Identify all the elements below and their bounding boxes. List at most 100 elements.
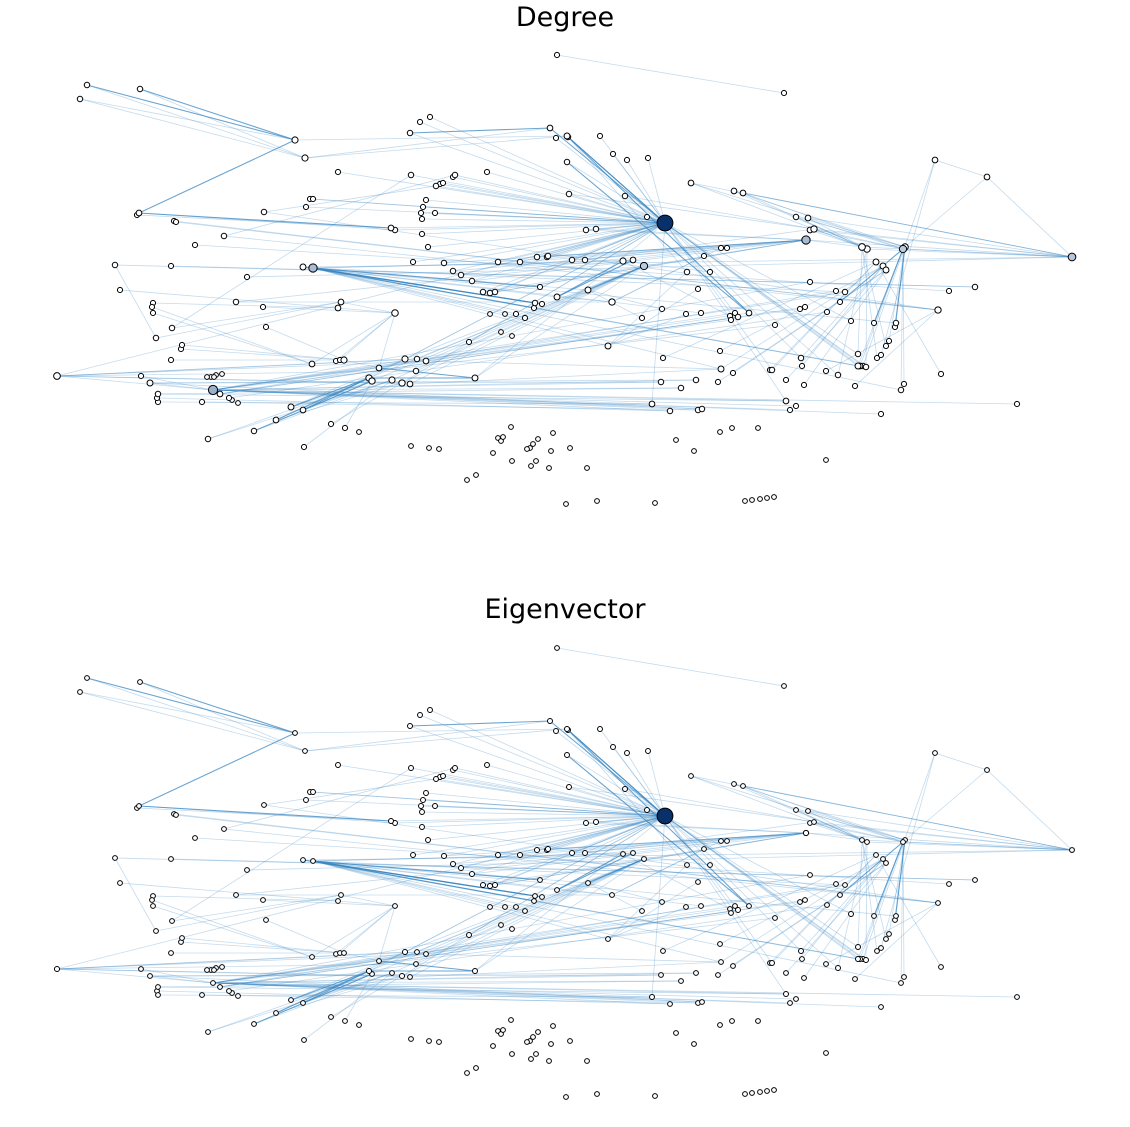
degree-node [198,398,206,406]
degree-edge [497,222,666,263]
degree-node [533,458,539,464]
eigenvector-edge [265,919,345,954]
eigenvector-edge [664,815,739,911]
degree-node [596,132,604,140]
eigenvector-node [848,911,854,917]
eigenvector-edge [212,982,787,995]
eigenvector-node [508,1017,514,1023]
degree-edge [337,307,396,314]
eigenvector-edge [536,832,807,851]
degree-edge [486,171,666,224]
degree-edge [857,248,904,367]
eigenvector-node [592,818,600,826]
eigenvector-nodes [53,645,1075,1100]
degree-node [639,261,649,271]
degree-node [375,364,383,372]
eigenvector-node [878,1004,884,1010]
degree-node [804,214,812,222]
eigenvector-node [53,965,61,973]
degree-node [771,321,779,329]
eigenvector-node [567,1038,573,1044]
degree-edge [212,389,703,410]
eigenvector-edge [212,982,797,1000]
eigenvector-node [855,956,861,962]
degree-edge [152,312,313,365]
degree-node [801,235,811,245]
degree-node [971,283,979,291]
degree-edge [136,214,392,229]
degree-node [619,257,627,265]
eigenvector-edge [212,884,846,984]
eigenvector-node [984,767,990,773]
eigenvector-edge [622,853,731,910]
degree-node [308,263,318,273]
eigenvector-node [833,881,839,887]
eigenvector-edge [664,815,773,964]
eigenvector-node [251,1021,257,1027]
degree-edge [223,174,456,237]
eigenvector-edge [235,852,634,896]
degree-node [449,267,457,275]
eigenvector-edge [263,778,437,806]
eigenvector-edge [312,860,613,896]
eigenvector-edge [194,837,950,885]
eigenvector-node [303,797,309,803]
degree-edge [394,222,666,231]
eigenvector-edge [664,815,861,960]
degree-node [483,168,491,176]
degree-node [309,195,317,203]
eigenvector-edge [986,769,1073,851]
eigenvector-node [356,1022,362,1028]
eigenvector-edge [170,858,976,881]
eigenvector-edge [571,832,807,854]
degree-edge [275,382,403,421]
degree-node [417,209,425,217]
eigenvector-node [563,1094,569,1100]
degree-node [531,299,539,307]
eigenvector-edge [311,905,396,958]
degree-edge [156,397,671,412]
eigenvector-node [701,846,707,852]
eigenvector-node [137,679,143,685]
eigenvector-node [522,908,528,914]
degree-edge [312,267,526,319]
eigenvector-node [781,683,787,689]
eigenvector-edge [880,752,936,949]
degree-node [836,298,844,306]
degree-edge [900,248,904,391]
eigenvector-edge [934,752,988,771]
eigenvector-node [802,897,808,903]
eigenvector-node [169,918,175,924]
eigenvector-edge [468,815,666,936]
degree-node [673,437,679,443]
degree-edge [861,246,1073,258]
degree-edge [290,380,373,408]
eigenvector-node [335,898,341,904]
degree-node [870,319,878,327]
degree-edge [894,246,906,328]
degree-node [584,465,590,471]
eigenvector-node [749,1090,755,1096]
eigenvector-node [509,926,515,932]
degree-edge [149,379,697,384]
degree-edge [717,269,887,383]
degree-node [714,378,722,386]
eigenvector-edge [335,905,396,955]
eigenvector-node [548,1041,554,1047]
eigenvector-edge [474,858,645,972]
degree-edge [861,246,878,359]
degree-edge [443,222,666,264]
degree-node [530,304,538,312]
degree-edge [494,239,807,293]
eigenvector-node [688,773,694,779]
degree-edge [404,265,645,360]
degree-edge [212,379,697,391]
degree-node [823,457,829,463]
degree-node [567,445,573,451]
degree-node [882,342,890,350]
degree-edge [302,377,370,411]
eigenvector-node [407,974,413,980]
eigenvector-node [695,879,701,885]
degree-edge [119,289,339,309]
eigenvector-node [793,807,799,813]
